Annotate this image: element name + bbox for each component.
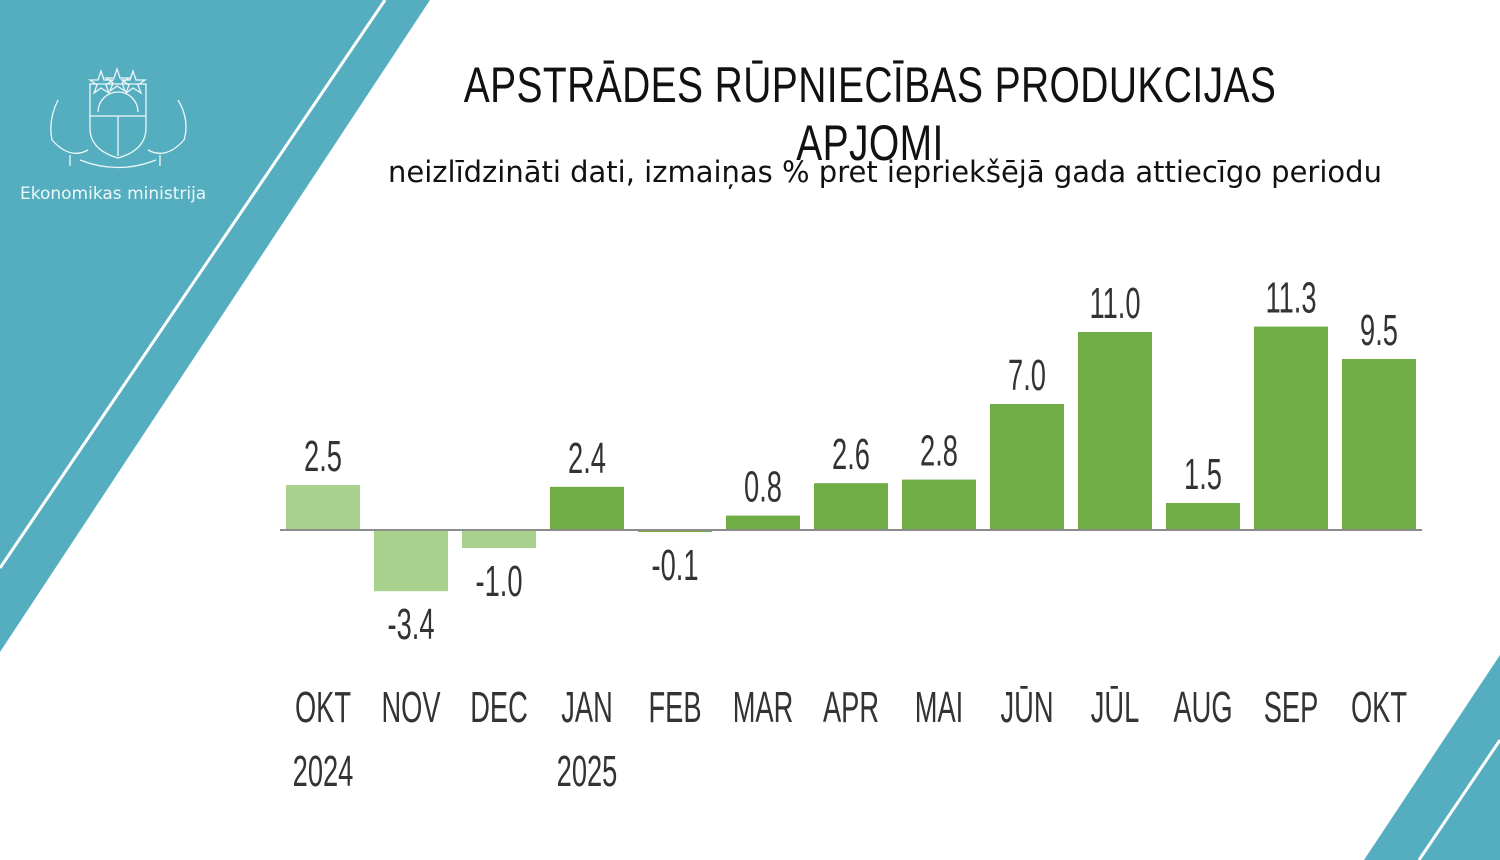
data-label-10: 1.5: [1184, 449, 1222, 498]
white-diagonal-stripe: [0, 0, 387, 569]
data-label-11: 11.3: [1265, 273, 1316, 322]
x-tick-label-1: NOV: [381, 682, 441, 731]
data-label-3: 2.4: [568, 433, 606, 482]
bar-9: [1078, 332, 1152, 530]
bar-6: [814, 483, 888, 530]
bar-11: [1254, 326, 1328, 530]
data-label-0: 2.5: [304, 431, 342, 480]
x-tick-label-6: APR: [823, 682, 879, 731]
data-label-1: -3.4: [388, 600, 435, 649]
x-tick-label-10: AUG: [1173, 682, 1232, 731]
white-corner-stripe: [1417, 739, 1500, 860]
bar-8: [990, 404, 1064, 530]
teal-left-panel: [0, 0, 430, 652]
bar-0: [286, 485, 360, 530]
bar-5: [726, 515, 800, 530]
data-label-5: 0.8: [744, 462, 782, 511]
x-tick-label-11: SEP: [1264, 682, 1319, 731]
x-tick-label-9: JŪL: [1091, 682, 1139, 731]
x-tick-label-2: DEC: [470, 682, 528, 731]
data-label-6: 2.6: [832, 430, 870, 479]
bar-2: [462, 530, 536, 548]
data-label-7: 2.8: [920, 426, 958, 475]
data-label-4: -0.1: [652, 540, 699, 589]
bar-12: [1342, 359, 1416, 530]
teal-corner-triangle: [1364, 655, 1500, 860]
bar-3: [550, 486, 624, 530]
chart-title: APSTRĀDES RŪPNIECĪBAS PRODUKCIJAS APJOMI: [463, 57, 1277, 171]
bar-1: [374, 530, 448, 592]
x-tick-label-8: JŪN: [1000, 682, 1053, 731]
x-tick-label-7: MAI: [915, 682, 963, 731]
organization-name: Ekonomikas ministrija: [20, 184, 207, 204]
coat-of-arms-logo: [50, 66, 187, 169]
x-year-label-3: 2025: [557, 746, 618, 795]
x-tick-label-5: MAR: [733, 682, 794, 731]
x-year-label-0: 2024: [293, 746, 354, 795]
bar-7: [902, 479, 976, 530]
data-label-8: 7.0: [1008, 350, 1046, 399]
data-label-12: 9.5: [1360, 305, 1398, 354]
data-label-2: -1.0: [476, 556, 523, 605]
chart-subtitle: neizlīdzināti dati, izmaiņas % pret iepr…: [388, 155, 1382, 189]
x-tick-label-0: OKT: [295, 682, 351, 731]
x-tick-label-12: OKT: [1351, 682, 1407, 731]
x-tick-label-3: JAN: [561, 682, 613, 731]
bar-10: [1166, 503, 1240, 530]
data-label-9: 11.0: [1089, 278, 1140, 327]
x-tick-label-4: FEB: [648, 682, 701, 731]
